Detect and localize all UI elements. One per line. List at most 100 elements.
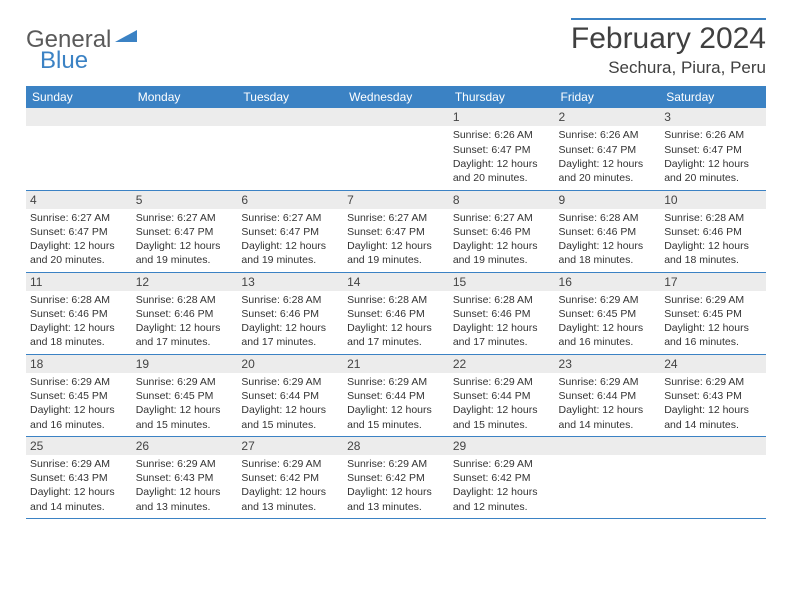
day-data-line: Sunset: 6:47 PM [136,225,234,239]
day-data: Sunrise: 6:29 AMSunset: 6:43 PMDaylight:… [132,455,238,518]
day-data-line: Sunrise: 6:29 AM [453,457,551,471]
day-data: Sunrise: 6:28 AMSunset: 6:46 PMDaylight:… [343,291,449,354]
day-data-line: and 19 minutes. [347,253,445,267]
calendar-row: 18Sunrise: 6:29 AMSunset: 6:45 PMDayligh… [26,354,766,436]
day-data-line: and 15 minutes. [241,418,339,432]
day-data-line: Sunset: 6:46 PM [241,307,339,321]
day-number: 1 [449,108,555,126]
day-number: 20 [237,355,343,373]
calendar-body: 1Sunrise: 6:26 AMSunset: 6:47 PMDaylight… [26,108,766,518]
day-data-line: Sunrise: 6:29 AM [136,457,234,471]
day-data-line: Sunrise: 6:28 AM [136,293,234,307]
day-data-line: and 17 minutes. [453,335,551,349]
day-data-line: Sunrise: 6:28 AM [241,293,339,307]
day-data: Sunrise: 6:29 AMSunset: 6:42 PMDaylight:… [237,455,343,518]
day-data-line: Daylight: 12 hours [559,157,657,171]
day-data-line: Sunset: 6:47 PM [347,225,445,239]
weekday-header: Sunday [26,86,132,108]
day-data-line: and 18 minutes. [559,253,657,267]
day-data: Sunrise: 6:29 AMSunset: 6:42 PMDaylight:… [449,455,555,518]
calendar-row: 11Sunrise: 6:28 AMSunset: 6:46 PMDayligh… [26,272,766,354]
day-data-line: Sunrise: 6:28 AM [664,211,762,225]
day-number: 3 [660,108,766,126]
calendar-empty [343,108,449,190]
day-data-line: Daylight: 12 hours [241,321,339,335]
day-data-line: Daylight: 12 hours [347,239,445,253]
day-data-line: and 20 minutes. [559,171,657,185]
calendar-day: 9Sunrise: 6:28 AMSunset: 6:46 PMDaylight… [555,190,661,272]
day-data-line: Sunrise: 6:28 AM [559,211,657,225]
day-number: 23 [555,355,661,373]
day-number: 29 [449,437,555,455]
day-data-line: Sunrise: 6:29 AM [136,375,234,389]
day-data-line: Sunset: 6:44 PM [347,389,445,403]
day-number: 27 [237,437,343,455]
day-data-line: Sunset: 6:42 PM [347,471,445,485]
calendar-day: 20Sunrise: 6:29 AMSunset: 6:44 PMDayligh… [237,354,343,436]
day-data-line: Sunset: 6:42 PM [453,471,551,485]
calendar-day: 8Sunrise: 6:27 AMSunset: 6:46 PMDaylight… [449,190,555,272]
calendar-day: 21Sunrise: 6:29 AMSunset: 6:44 PMDayligh… [343,354,449,436]
day-data-line: Daylight: 12 hours [664,321,762,335]
day-data-line: Daylight: 12 hours [347,403,445,417]
day-number: 28 [343,437,449,455]
day-data-line: and 19 minutes. [136,253,234,267]
day-data-line: and 16 minutes. [559,335,657,349]
day-data-line: Sunset: 6:46 PM [347,307,445,321]
title-block: February 2024 Sechura, Piura, Peru [571,18,766,78]
day-data: Sunrise: 6:28 AMSunset: 6:46 PMDaylight:… [132,291,238,354]
calendar-day: 23Sunrise: 6:29 AMSunset: 6:44 PMDayligh… [555,354,661,436]
day-data-line: and 18 minutes. [664,253,762,267]
calendar-day: 18Sunrise: 6:29 AMSunset: 6:45 PMDayligh… [26,354,132,436]
calendar-empty [660,436,766,518]
weekday-header: Tuesday [237,86,343,108]
calendar-day: 5Sunrise: 6:27 AMSunset: 6:47 PMDaylight… [132,190,238,272]
day-data: Sunrise: 6:26 AMSunset: 6:47 PMDaylight:… [555,126,661,189]
day-data-line: Daylight: 12 hours [136,485,234,499]
day-number: 8 [449,191,555,209]
month-title: February 2024 [571,18,766,56]
day-data: Sunrise: 6:29 AMSunset: 6:42 PMDaylight:… [343,455,449,518]
day-data-line: and 20 minutes. [664,171,762,185]
day-data-line: Daylight: 12 hours [136,403,234,417]
day-data-line: Sunrise: 6:29 AM [30,457,128,471]
day-data-line: Sunrise: 6:29 AM [241,457,339,471]
weekday-header: Wednesday [343,86,449,108]
day-data-line: Daylight: 12 hours [453,239,551,253]
calendar-day: 10Sunrise: 6:28 AMSunset: 6:46 PMDayligh… [660,190,766,272]
day-data-line: Sunset: 6:46 PM [559,225,657,239]
day-data-line: and 17 minutes. [347,335,445,349]
day-data-line: Daylight: 12 hours [30,485,128,499]
day-number: 14 [343,273,449,291]
day-data-line: Sunrise: 6:26 AM [664,128,762,142]
day-data-line: Sunrise: 6:29 AM [664,293,762,307]
day-data-line: Sunset: 6:43 PM [136,471,234,485]
weekday-header: Saturday [660,86,766,108]
day-data-line: Daylight: 12 hours [136,321,234,335]
day-number: 9 [555,191,661,209]
day-data-line: Sunset: 6:46 PM [453,307,551,321]
calendar-row: 4Sunrise: 6:27 AMSunset: 6:47 PMDaylight… [26,190,766,272]
day-data-line: Sunset: 6:46 PM [136,307,234,321]
day-data-line: Sunrise: 6:26 AM [453,128,551,142]
day-data-line: Sunrise: 6:29 AM [30,375,128,389]
day-data-line: Daylight: 12 hours [664,239,762,253]
calendar-day: 26Sunrise: 6:29 AMSunset: 6:43 PMDayligh… [132,436,238,518]
day-data: Sunrise: 6:29 AMSunset: 6:45 PMDaylight:… [555,291,661,354]
day-data-line: Sunrise: 6:27 AM [347,211,445,225]
day-data-line: Sunset: 6:47 PM [453,143,551,157]
day-data: Sunrise: 6:28 AMSunset: 6:46 PMDaylight:… [237,291,343,354]
day-data: Sunrise: 6:29 AMSunset: 6:44 PMDaylight:… [449,373,555,436]
day-data: Sunrise: 6:26 AMSunset: 6:47 PMDaylight:… [449,126,555,189]
weekday-header: Thursday [449,86,555,108]
day-data-line: Sunrise: 6:29 AM [559,375,657,389]
calendar-day: 12Sunrise: 6:28 AMSunset: 6:46 PMDayligh… [132,272,238,354]
calendar-empty [555,436,661,518]
day-data-line: and 14 minutes. [664,418,762,432]
day-data-line: Sunset: 6:43 PM [30,471,128,485]
day-data-line: and 15 minutes. [136,418,234,432]
day-data: Sunrise: 6:29 AMSunset: 6:44 PMDaylight:… [555,373,661,436]
day-data-line: and 20 minutes. [30,253,128,267]
day-data-line: Daylight: 12 hours [30,321,128,335]
day-number: 21 [343,355,449,373]
